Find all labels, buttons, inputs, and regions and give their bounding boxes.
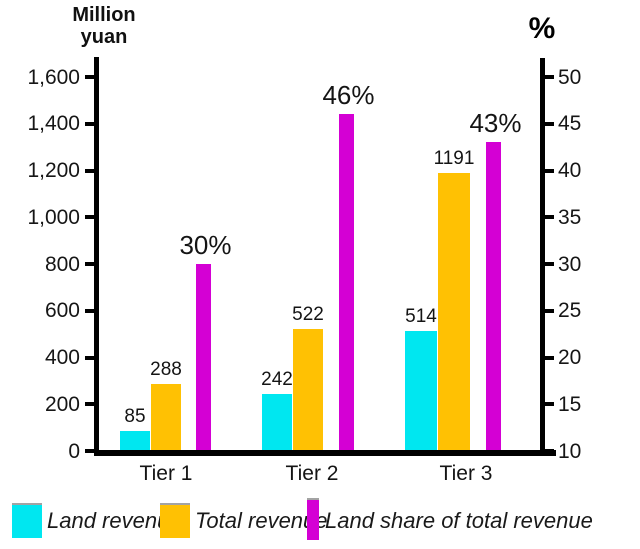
left-axis-tick	[85, 168, 94, 173]
legend-label-land-revenue: Land revenue	[47, 508, 182, 533]
bar-land-share-of-total-revenue-tier-2	[339, 114, 354, 452]
right-axis-tick	[545, 121, 554, 126]
value-label: 522	[292, 303, 324, 325]
category-label-tier-1: Tier 1	[139, 462, 193, 485]
left-axis-tick	[85, 262, 94, 266]
legend-label-land-share: Land share of total revenue	[325, 508, 593, 533]
right-axis-tick	[545, 75, 554, 79]
left-axis-tick	[85, 449, 94, 453]
left-axis-tick	[85, 355, 94, 360]
right-axis-tick-label: 10	[558, 439, 582, 463]
bar-land-share-of-total-revenue-tier-1	[196, 264, 211, 452]
left-axis-tick-label: 200	[44, 392, 80, 416]
value-label: 242	[261, 369, 293, 391]
right-axis-tick-label: 20	[558, 346, 582, 369]
right-axis-tick-label: 35	[558, 205, 582, 229]
left-axis-tick-label: 800	[44, 252, 80, 276]
value-label: 288	[150, 358, 182, 380]
category-label-tier-3: Tier 3	[439, 462, 493, 485]
legend-swatch-land-share	[307, 498, 319, 540]
right-axis-tick	[545, 262, 554, 266]
right-axis-tick	[545, 308, 554, 313]
left-axis-tick-label: 400	[44, 346, 80, 369]
percent-label: 43%	[469, 108, 522, 139]
right-axis-tick-label: 25	[558, 299, 582, 323]
bar-total-revenue-tier-2	[293, 328, 323, 452]
bar-total-revenue-tier-3	[438, 172, 470, 452]
left-axis-title: Million yuan	[72, 4, 136, 48]
bar-land-revenue-tier-2	[262, 394, 292, 452]
value-label: 514	[405, 305, 437, 327]
x-axis-line	[94, 450, 556, 456]
legend-swatch-land-revenue	[12, 503, 42, 538]
right-axis-title: %	[528, 12, 556, 45]
left-axis-tick	[85, 121, 94, 126]
left-axis-tick-label: 600	[44, 299, 80, 323]
right-axis-tick-label: 15	[558, 392, 582, 416]
left-axis-tick	[85, 75, 94, 79]
bar-total-revenue-tier-1	[151, 383, 181, 452]
left-axis-tick-label: 0	[68, 439, 80, 463]
right-axis-tick-label: 50	[558, 65, 582, 89]
bar-land-share-of-total-revenue-tier-3	[486, 142, 501, 452]
right-axis-spine	[540, 58, 545, 456]
left-axis-tick-label: 1,600	[27, 65, 80, 89]
bar-land-revenue-tier-3	[405, 330, 437, 452]
legend-swatch-total-revenue	[160, 503, 190, 538]
right-axis-tick	[545, 215, 554, 220]
value-label: 1191	[433, 147, 475, 169]
right-axis-tick	[545, 168, 554, 173]
left-axis-tick-label: 1,200	[27, 159, 80, 182]
left-axis-tick-label: 1,400	[27, 112, 80, 136]
bar-land-revenue-tier-1	[120, 431, 150, 452]
left-axis-tick	[85, 215, 94, 220]
right-axis-tick-label: 40	[558, 159, 582, 182]
category-label-tier-2: Tier 2	[285, 462, 339, 485]
right-axis-tick-label: 45	[558, 112, 582, 136]
percent-label: 46%	[322, 80, 375, 111]
right-axis-tick-label: 30	[558, 252, 582, 276]
legend-label-total-revenue: Total revenue	[195, 508, 328, 533]
left-axis-tick-label: 1,000	[27, 205, 80, 229]
right-axis-tick	[545, 402, 554, 407]
value-label: 85	[124, 406, 146, 428]
percent-label: 30%	[179, 230, 232, 260]
left-axis-tick	[85, 402, 94, 407]
left-axis-tick	[85, 308, 94, 313]
right-axis-tick	[545, 355, 554, 360]
left-axis-spine	[94, 57, 99, 456]
